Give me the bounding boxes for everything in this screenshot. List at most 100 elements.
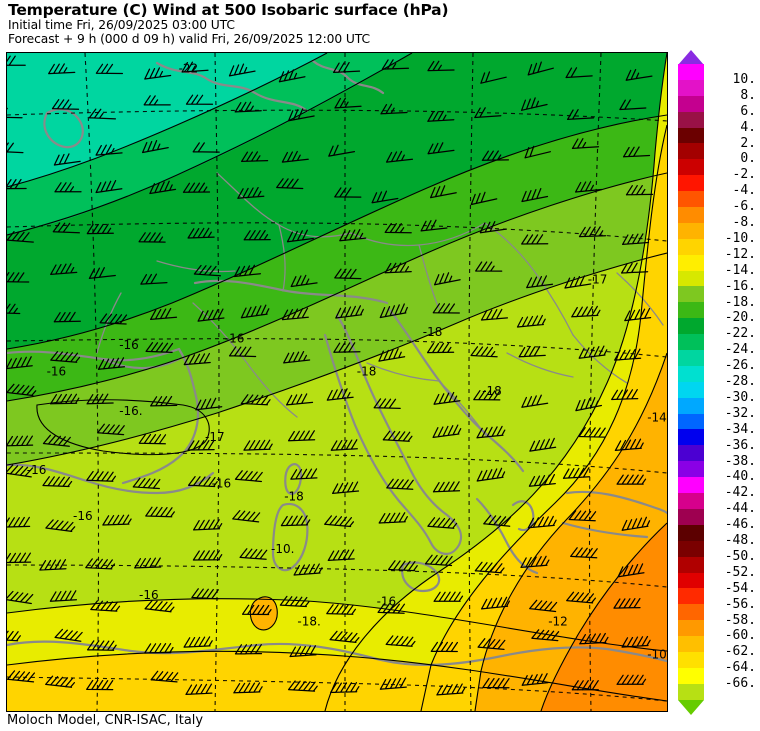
wind-barb (7, 178, 27, 190)
colorbar-tick: 6. (740, 103, 756, 119)
wind-barb (436, 683, 466, 696)
wind-barb (481, 150, 510, 161)
wind-barb (433, 391, 461, 405)
wind-barb (7, 435, 34, 447)
wind-barb (42, 434, 71, 447)
wind-barb (280, 515, 311, 527)
colorbar-tick: -62. (724, 644, 756, 660)
wind-barb (578, 226, 607, 238)
colorbar-tick: -54. (724, 580, 756, 596)
contour-label: -16 (73, 509, 93, 523)
wind-barb (326, 388, 354, 401)
wind-barb (575, 397, 603, 412)
wind-barb (49, 393, 80, 405)
colorbar-band (678, 270, 704, 287)
wind-barb (144, 599, 175, 613)
map-panel[interactable]: -22 -16 -16 -16. -16 -18 -17 -16 -16 -18 -17 -16 -18… (6, 52, 668, 712)
wind-barb (286, 229, 314, 243)
wind-barb (42, 476, 73, 488)
wind-barb (237, 186, 265, 199)
colorbar-over-arrow (678, 50, 704, 65)
wind-barb (145, 341, 174, 354)
wind-barb (289, 645, 317, 658)
colorbar-tick: -14. (724, 262, 756, 278)
wind-barb (241, 604, 272, 616)
colorbar-band (678, 413, 704, 430)
wind-barb (234, 101, 262, 113)
wind-barb (95, 144, 123, 156)
wind-barb (182, 182, 211, 193)
colorbar-band (678, 381, 704, 398)
wind-barb (243, 229, 271, 241)
wind-barb (334, 97, 362, 109)
wind-barb (97, 357, 126, 370)
wind-barb (143, 95, 171, 106)
colorbar-band (678, 636, 704, 652)
wind-barb (527, 61, 554, 76)
wind-barb (568, 510, 597, 522)
wind-barb (187, 227, 215, 239)
wind-barb (480, 596, 511, 610)
attribution-label: Moloch Model, CNR-ISAC, Italy (7, 713, 204, 728)
wind-barb (579, 632, 609, 645)
wind-barb (88, 267, 116, 280)
colorbar-bands (678, 64, 704, 700)
wind-barb (138, 433, 167, 445)
colorbar-tick: -48. (724, 533, 756, 548)
wind-barb (625, 184, 654, 196)
wind-barb (287, 430, 316, 442)
wind-barb (483, 514, 512, 527)
wind-barb (85, 558, 116, 570)
wind-barb (287, 108, 315, 122)
wind-barb (526, 275, 554, 289)
colorbar-tick: -60. (724, 628, 756, 644)
colorbar-band (678, 191, 704, 208)
colorbar-tick: -36. (724, 437, 756, 453)
contour-label: -14 (647, 411, 667, 425)
colorbar-tick: -12. (724, 246, 756, 262)
wind-barb (192, 142, 220, 153)
colorbar-tick: -32. (724, 405, 756, 421)
colorbar-band (678, 524, 704, 541)
wind-barb (571, 138, 600, 150)
wind-barb (53, 311, 81, 323)
colorbar-tick: -58. (724, 612, 756, 628)
wind-barb (7, 590, 34, 605)
wind-barb (279, 595, 310, 608)
colorbar-tick: -4. (732, 183, 756, 199)
colorbar-tick: -2. (732, 167, 756, 183)
colorbar-tick: -26. (724, 358, 756, 374)
wind-barb (329, 630, 360, 644)
wind-barb (102, 514, 132, 526)
wind-barb (243, 439, 273, 451)
wind-barb (574, 180, 603, 193)
contour-label: -16 (139, 588, 159, 602)
wind-barb (193, 264, 222, 277)
colorbar-tick-labels: 10. 8. 6. 4. 2. 0. -2. -4. -6. -8. -10. -12. -14. -16… (708, 50, 758, 714)
wind-barb (187, 475, 218, 488)
wind-barb (97, 423, 125, 436)
colorbar-band (678, 461, 704, 478)
wind-barb (528, 473, 556, 487)
temperature-field-map[interactable]: -22 -16 -16 -16. -16 -18 -17 -16 -16 -18 -17 -16 -18… (7, 53, 667, 711)
wind-barb (181, 61, 209, 73)
wind-barb (521, 234, 549, 245)
wind-barb (335, 305, 364, 319)
colorbar-tick: -28. (724, 374, 756, 389)
wind-barb (86, 470, 117, 482)
wind-barb (192, 550, 223, 561)
wind-barb (149, 307, 178, 321)
wind-barb (45, 675, 76, 688)
wind-barb (53, 153, 81, 166)
wind-barb (185, 683, 213, 696)
colorbar-band (678, 667, 704, 684)
wind-barb (183, 352, 211, 366)
wind-barb (480, 71, 507, 84)
wind-barb (427, 60, 455, 72)
wind-barb (326, 604, 357, 615)
wind-barb (195, 397, 223, 411)
wind-barb (283, 350, 311, 364)
colorbar-tick: -16. (724, 278, 756, 294)
wind-barb (427, 110, 455, 122)
wind-barb (240, 394, 271, 406)
